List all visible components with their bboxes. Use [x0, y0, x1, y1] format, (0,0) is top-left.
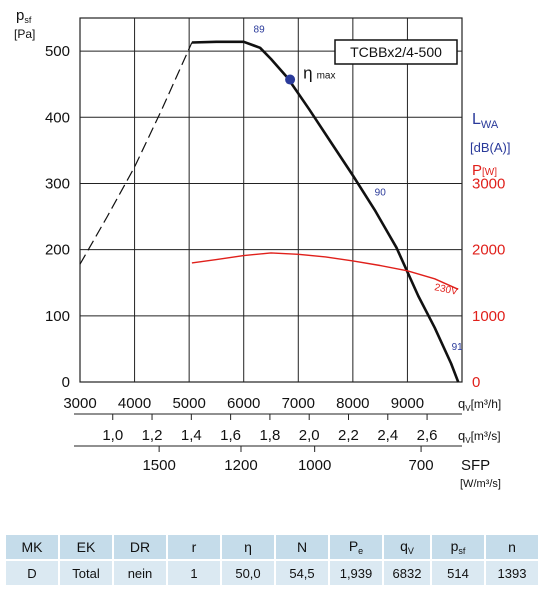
x-axis-sfp-title: SFP — [461, 457, 490, 474]
voltage-label: 230V — [433, 282, 458, 298]
pressure-curve-dashed — [79, 42, 193, 265]
x-tick-label-m3s: 2,6 — [417, 427, 438, 444]
spec-header-cell: psf — [432, 535, 484, 559]
x-tick-label-m3h: 7000 — [282, 395, 315, 412]
spec-value-cell: 1,939 — [330, 561, 382, 585]
spec-value-row: D Total nein 1 50,0 54,5 1,939 6832 514 1393 — [6, 561, 538, 585]
spec-value-cell: Total — [60, 561, 112, 585]
x-tick-label-m3h: 6000 — [227, 395, 260, 412]
power-curve-230v — [191, 252, 459, 290]
eta-max-point — [285, 74, 296, 85]
x-tick-label-sfp: 700 — [409, 457, 434, 474]
x-tick-label-m3s: 1,6 — [220, 427, 241, 444]
plot-frame — [74, 17, 463, 447]
right-tick-label: 1000 — [472, 308, 505, 325]
x-tick-label-m3s: 2,2 — [338, 427, 359, 444]
pressure-curve — [191, 40, 460, 383]
x-tick-label-m3h: 4000 — [118, 395, 151, 412]
spec-value-cell: 1393 — [486, 561, 538, 585]
spec-header-cell: qV — [384, 535, 430, 559]
y-tick-label: 400 — [45, 109, 70, 126]
x-tick-label-m3h: 3000 — [63, 395, 96, 412]
lwa-value-label: 91 — [452, 342, 464, 353]
right-tick-label: 3000 — [472, 175, 505, 192]
lwa-label: LWA — [472, 111, 499, 131]
spec-header-cell: EK — [60, 535, 112, 559]
y-axis-unit: [Pa] — [14, 27, 35, 41]
x-tick-label-m3s: 1,0 — [102, 427, 123, 444]
y-tick-label: 100 — [45, 308, 70, 325]
eta-max-label: η max — [303, 64, 335, 83]
spec-header-cell: N — [276, 535, 328, 559]
spec-header-cell: MK — [6, 535, 58, 559]
x-tick-label-m3h: 9000 — [391, 395, 424, 412]
model-label-box — [334, 39, 458, 65]
chart-grid — [79, 18, 462, 383]
x-axis-sfp-unit: [W/m³/s] — [460, 478, 501, 490]
y-axis-title: psf — [16, 7, 32, 25]
spec-header-cell: n — [486, 535, 538, 559]
x-tick-label-m3s: 1,4 — [181, 427, 202, 444]
x-axis-m3s-title: qV[m³/s] — [458, 428, 501, 445]
plot-border — [79, 17, 463, 383]
chart-series — [79, 40, 460, 383]
x-tick-label-sfp: 1200 — [224, 457, 257, 474]
spec-header-row: MK EK DR r η N Pe qV psf n — [6, 535, 538, 559]
spec-value-cell: D — [6, 561, 58, 585]
spec-value-cell: 514 — [432, 561, 484, 585]
chart-annotations: η max 89 90 91 230V — [254, 25, 464, 354]
power-label: P[W] — [472, 162, 497, 179]
spec-header-cell: Pe — [330, 535, 382, 559]
spec-value-cell: 6832 — [384, 561, 430, 585]
spec-table: MK EK DR r η N Pe qV psf n D Total nein 1 50,0 54,5 1,9… — [4, 533, 540, 587]
spec-value-cell: nein — [114, 561, 166, 585]
right-tick-label: 2000 — [472, 242, 505, 259]
spec-value-cell: 50,0 — [222, 561, 274, 585]
spec-value-cell: 1 — [168, 561, 220, 585]
x-tick-label-m3h: 8000 — [336, 395, 369, 412]
y-tick-label: 300 — [45, 175, 70, 192]
x-tick-label-sfp: 1500 — [142, 457, 175, 474]
spec-header-cell: DR — [114, 535, 166, 559]
x-tick-label-m3s: 1,2 — [142, 427, 163, 444]
x-tick-label-sfp: 1000 — [298, 457, 331, 474]
x-tick-label-m3s: 1,8 — [259, 427, 280, 444]
x-axis-m3h-title: qV[m³/h] — [458, 396, 501, 413]
lwa-unit: [dB(A)] — [470, 140, 510, 155]
x-tick-label-m3h: 5000 — [172, 395, 205, 412]
spec-header-cell: r — [168, 535, 220, 559]
y-tick-label: 500 — [45, 43, 70, 60]
spec-header-cell: η — [222, 535, 274, 559]
right-tick-label: 0 — [472, 374, 480, 391]
y-tick-label: 0 — [62, 374, 70, 391]
x-tick-label-m3s: 2,0 — [299, 427, 320, 444]
x-tick-label-m3s: 2,4 — [377, 427, 398, 444]
spec-value-cell: 54,5 — [276, 561, 328, 585]
lwa-value-label: 89 — [254, 25, 266, 36]
y-tick-label: 200 — [45, 242, 70, 259]
model-label: TCBBx2/4-500 — [350, 44, 442, 60]
lwa-value-label: 90 — [375, 187, 387, 198]
